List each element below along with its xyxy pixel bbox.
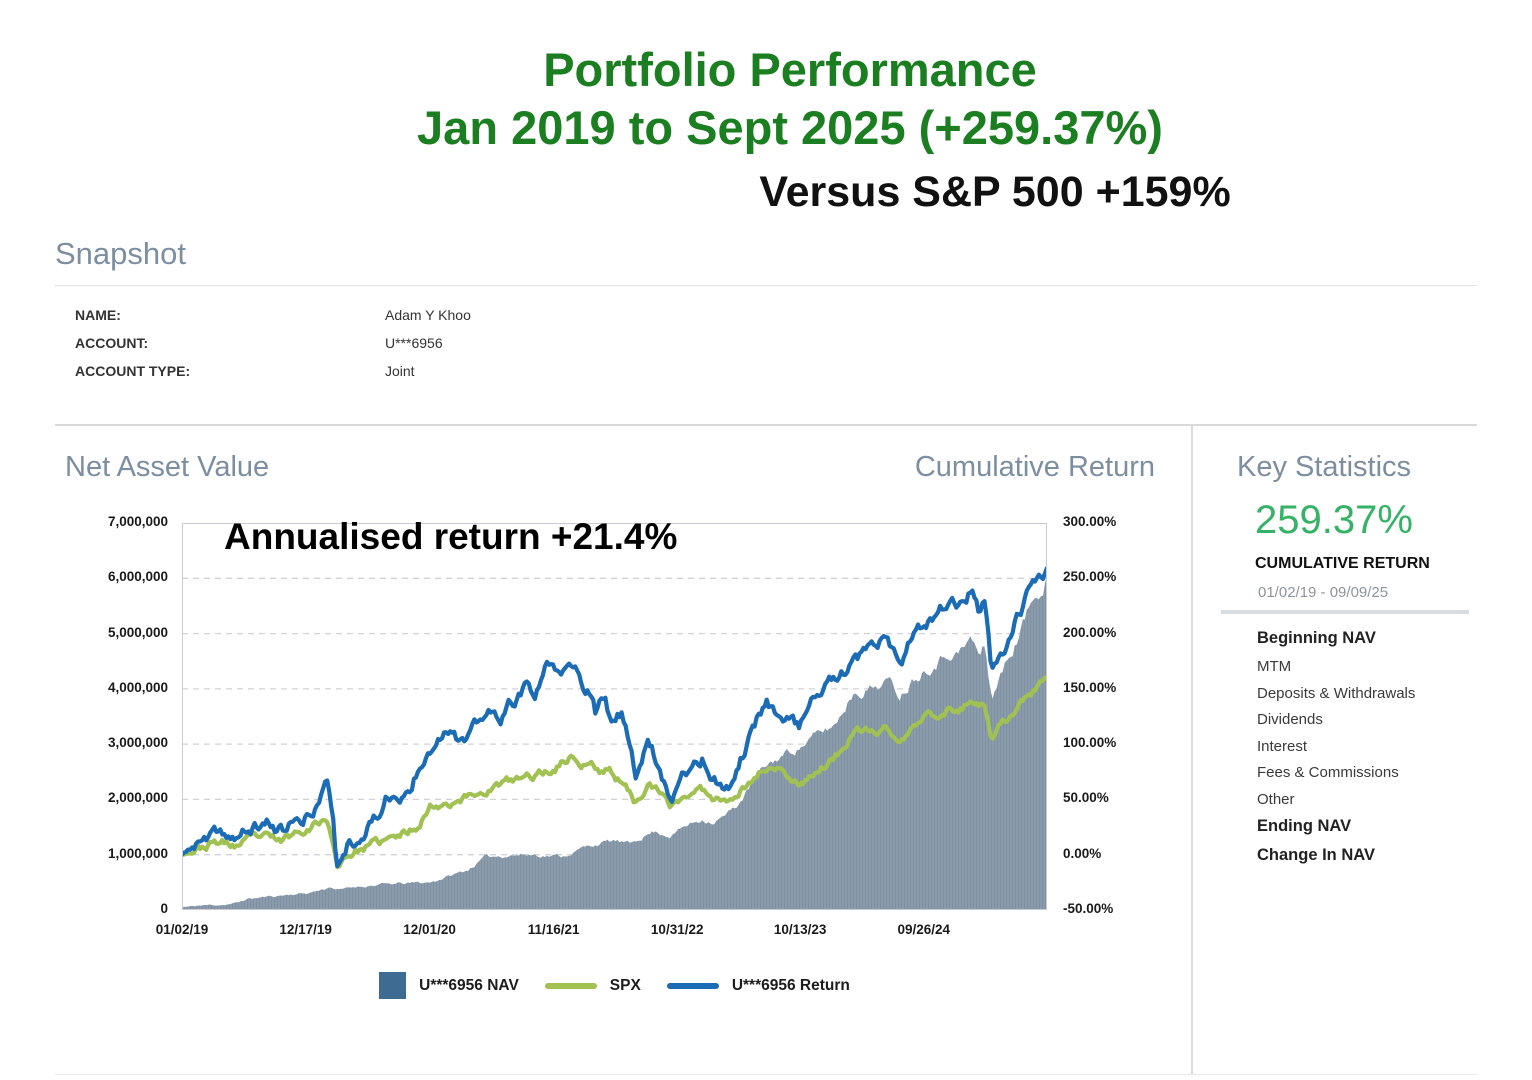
legend-item-1: SPX [544, 976, 641, 995]
benchmark-comparison: Versus S&P 500 +159% [759, 168, 1231, 216]
cumulative-return-caption: CUMULATIVE RETURN [1255, 555, 1430, 572]
y-axis-right-tick: 200.00% [1063, 624, 1117, 640]
snapshot-divider [55, 285, 1477, 286]
legend-swatch-square [379, 972, 407, 999]
annualised-return-annotation: Annualised return +21.4% [224, 516, 678, 557]
x-axis-tick: 12/17/19 [279, 922, 332, 937]
name-value: Adam Y Khoo [385, 307, 471, 323]
legend-label: SPX [609, 976, 641, 994]
y-axis-left-tick: 1,000,000 [107, 845, 168, 861]
account-type-label: ACCOUNT TYPE: [75, 363, 191, 379]
key-stat-item: MTM [1257, 658, 1292, 675]
section-bottom-divider [55, 1074, 1477, 1075]
key-stat-item: Deposits & Withdrawals [1257, 684, 1416, 702]
y-axis-right-tick: 150.00% [1063, 679, 1117, 695]
y-axis-right-tick: 300.00% [1063, 514, 1117, 529]
key-statistics-list: Beginning NAV MTM Deposits & Withdrawals Di… [1257, 629, 1415, 875]
account-label: ACCOUNT: [75, 335, 149, 351]
key-statistics-divider [1221, 610, 1469, 614]
x-axis-tick: 10/31/22 [650, 922, 704, 937]
y-axis-left-tick: 4,000,000 [107, 679, 168, 695]
y-axis-right-tick: -50.00% [1063, 901, 1114, 916]
y-axis-right-tick: 50.00% [1063, 790, 1109, 806]
account-value: U***6956 [385, 335, 443, 351]
return-line-series [182, 565, 1047, 869]
legend-item-0: U***6956 NAV [379, 972, 519, 999]
legend-swatch-line [666, 982, 719, 989]
key-stat-item: Change In NAV [1257, 846, 1375, 864]
y-axis-left-tick: 7,000,000 [107, 514, 168, 529]
key-stat-item: Fees & Commissions [1257, 764, 1399, 781]
x-axis-tick: 01/02/19 [155, 922, 209, 937]
x-axis-tick: 12/01/20 [403, 922, 456, 937]
legend-swatch-line [544, 982, 597, 989]
y-axis-right-tick: 250.00% [1063, 569, 1117, 585]
y-axis-left-tick: 6,000,000 [107, 569, 168, 585]
snapshot-row-name: NAME: Adam Y Khoo [75, 307, 471, 323]
report-title-period: Jan 2019 to Sept 2025 (+259.37%) [417, 101, 1163, 154]
y-axis-left-tick: 5,000,000 [107, 624, 168, 640]
x-axis-tick: 10/13/23 [773, 922, 827, 937]
report-title: Portfolio Performance [543, 43, 1037, 96]
snapshot-heading: Snapshot [55, 236, 186, 271]
spx-line-series [182, 675, 1047, 869]
return-axis-heading: Cumulative Return [914, 451, 1155, 483]
key-stat-item: Dividends [1257, 711, 1323, 728]
report-period: 01/02/19 - 09/09/25 [1258, 584, 1389, 601]
legend-label: U***6956 Return [731, 976, 850, 994]
y-axis-left-tick: 2,000,000 [107, 790, 168, 806]
key-stat-item: Other [1257, 790, 1295, 808]
account-type-value: Joint [385, 363, 415, 379]
x-axis-tick: 09/26/24 [897, 922, 951, 937]
nav-axis-heading: Net Asset Value [65, 451, 270, 483]
vertical-divider [1191, 426, 1193, 1074]
name-label: NAME: [75, 307, 121, 323]
performance-chart [182, 523, 1047, 910]
snapshot-row-account-type: ACCOUNT TYPE: Joint [75, 363, 415, 379]
key-statistics-heading: Key Statistics [1237, 451, 1412, 483]
nav-area-series [182, 575, 1047, 910]
key-stat-item: Beginning NAV [1257, 629, 1376, 647]
section-top-divider [55, 424, 1477, 426]
chart-legend: U***6956 NAV SPX U***6956 Return [182, 972, 1047, 999]
cumulative-return-value: 259.37% [1255, 498, 1413, 542]
x-axis-tick: 11/16/21 [527, 922, 580, 937]
key-stat-item: Interest [1257, 737, 1308, 755]
legend-label: U***6956 NAV [419, 976, 519, 994]
y-axis-left-tick: 3,000,000 [107, 735, 168, 751]
snapshot-row-account: ACCOUNT: U***6956 [75, 335, 443, 351]
y-axis-right-tick: 0.00% [1063, 845, 1102, 861]
y-axis-right-tick: 100.00% [1063, 735, 1117, 751]
legend-item-2: U***6956 Return [666, 976, 850, 995]
key-stat-item: Ending NAV [1257, 817, 1352, 835]
y-axis-left-tick: 0 [160, 901, 168, 916]
